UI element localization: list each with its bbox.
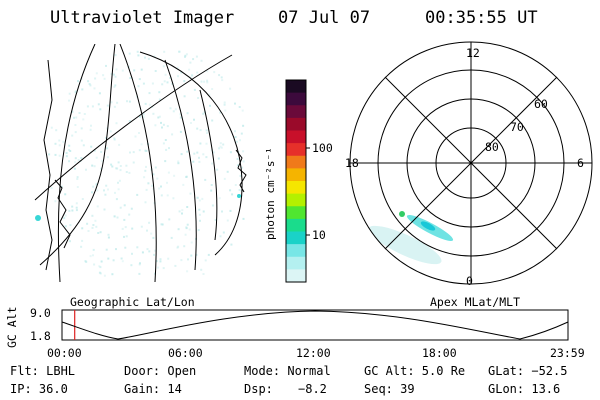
colorbar-band: [286, 105, 306, 119]
mlt-6-label: 6: [577, 156, 584, 170]
dsp-label: Dsp:: [244, 382, 273, 396]
colorbar-band: [286, 231, 306, 245]
polar-panel: [349, 41, 593, 285]
colorbar-band: [286, 181, 306, 195]
mlt-12-label: 12: [466, 46, 480, 60]
colorbar-tick-10: 10: [312, 228, 326, 242]
filter-value: Flt: LBHL: [10, 364, 76, 378]
instrument-title: Ultraviolet Imager: [50, 8, 235, 28]
mlt-18-label: 18: [345, 156, 359, 170]
colorbar-band: [286, 130, 306, 144]
dsp-value: −8.2: [298, 382, 327, 396]
colorbar-band: [286, 92, 306, 106]
colorbar-band: [286, 218, 306, 233]
glat-value: GLat: −52.5: [488, 364, 568, 378]
gc-alt-axis-label: GC Alt: [5, 306, 19, 348]
gain-value: Gain: 14: [124, 382, 182, 396]
colorbar-band: [286, 143, 306, 157]
apex-label: Apex MLat/MLT: [430, 295, 521, 309]
geographic-label: Geographic Lat/Lon: [70, 295, 195, 309]
door-status: Door: Open: [124, 364, 197, 378]
glon-value: GLon: 13.6: [488, 382, 561, 396]
mlat-70-label: 70: [510, 120, 524, 134]
colorbar-band: [286, 206, 306, 220]
date-label: 07 Jul 07: [278, 8, 371, 28]
ip-value: IP: 36.0: [10, 382, 68, 396]
mlat-80-label: 80: [485, 140, 499, 154]
colorbar-band: [286, 256, 306, 270]
colorbar-band: [286, 168, 306, 182]
colorbar-band: [286, 244, 306, 258]
geographic-panel: [34, 44, 247, 282]
seq-value: Seq: 39: [364, 382, 415, 396]
mode-value: Mode: Normal: [244, 364, 331, 378]
colorbar-unit-label: photon cm⁻²s⁻¹: [264, 147, 277, 240]
x-tick-2359: 23:59: [550, 346, 585, 360]
x-tick-0600: 06:00: [168, 346, 203, 360]
alt-y-top: 9.0: [30, 306, 51, 320]
colorbar-tick-100: 100: [312, 141, 333, 155]
x-tick-1800: 18:00: [422, 346, 457, 360]
alt-y-bottom: 1.8: [30, 329, 51, 343]
x-tick-0000: 00:00: [47, 346, 82, 360]
altitude-plot: [61, 309, 569, 341]
gc-alt-value: GC Alt: 5.0 Re: [364, 364, 466, 378]
colorbar-band: [286, 155, 306, 169]
colorbar-band: [286, 193, 306, 207]
time-label: 00:35:55 UT: [425, 8, 538, 28]
mlt-0-label: 0: [466, 274, 473, 288]
x-tick-1200: 12:00: [296, 346, 331, 360]
colorbar-band: [286, 80, 306, 94]
colorbar-band: [286, 269, 306, 283]
mlat-60-label: 60: [534, 97, 548, 111]
colorbar-band: [286, 117, 306, 132]
colorbar: [286, 80, 306, 283]
